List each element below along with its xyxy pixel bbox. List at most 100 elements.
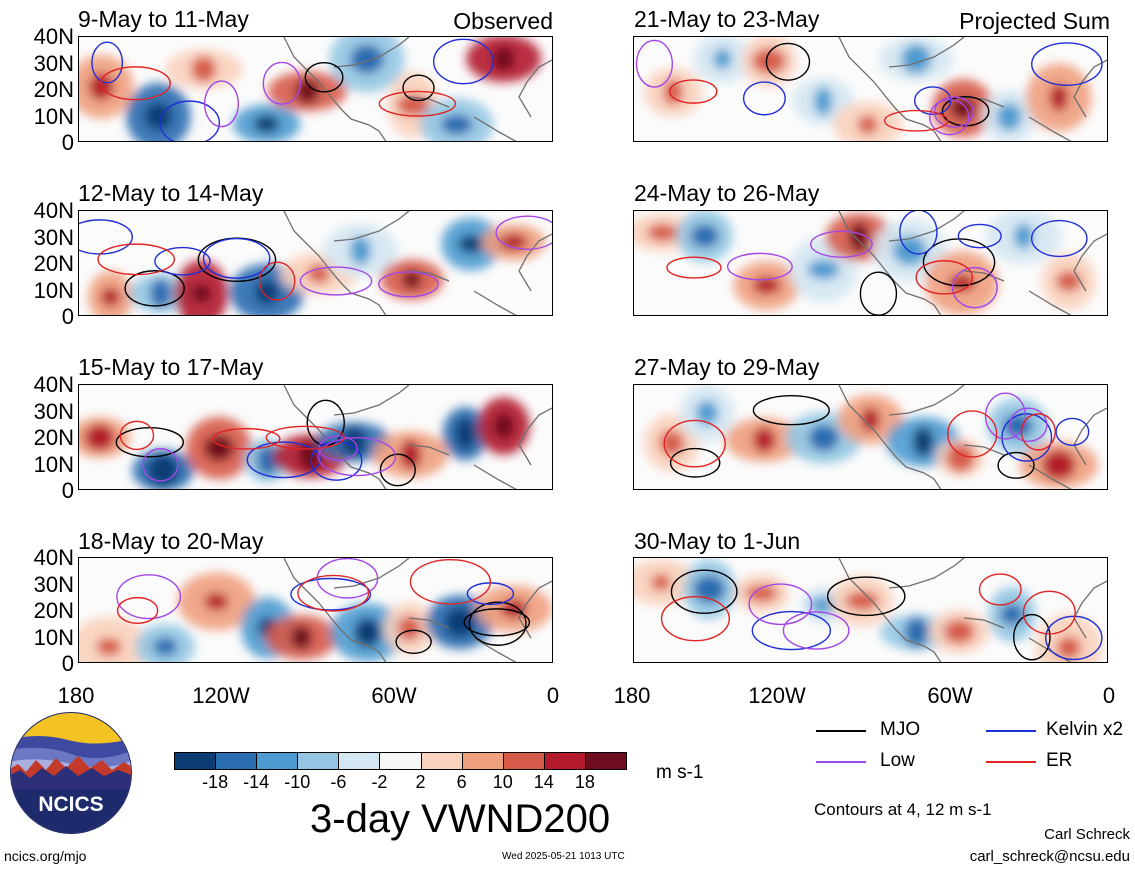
lon-label: 180: [613, 683, 651, 708]
colorbar-cell: [297, 752, 340, 770]
lat-label: 0: [61, 304, 74, 329]
contour: [402, 74, 435, 102]
map-projected-4: [633, 557, 1108, 663]
contour: [119, 420, 155, 451]
contour: [265, 425, 345, 450]
footer-email: carl_schreck@ncsu.edu: [969, 848, 1130, 865]
legend-swatch-low: [816, 761, 866, 763]
contour: [669, 79, 718, 104]
coastline: [283, 37, 552, 141]
map-projected-1: [633, 36, 1108, 142]
map-field: [635, 37, 1107, 141]
colorbar-label: 6: [456, 772, 467, 792]
panel-label-projected: Projected Sum: [959, 8, 1110, 34]
panel-title: 15-May to 17-May: [78, 354, 264, 380]
panel-title: 12-May to 14-May: [78, 180, 264, 206]
lat-label: 40N: [33, 545, 74, 570]
contour: [984, 392, 1027, 440]
contour: [290, 577, 372, 611]
contour: [79, 219, 133, 255]
colorbar-cell: [215, 752, 258, 770]
contour: [297, 574, 370, 612]
colorbar-label: 2: [415, 772, 426, 792]
coastline: [283, 558, 552, 662]
map-field: [634, 558, 1107, 662]
contour: [913, 86, 952, 116]
lat-label: 30N: [33, 50, 74, 76]
lon-label: 0: [546, 683, 560, 708]
contour: [246, 441, 321, 479]
contour: [947, 410, 998, 458]
contour: [1022, 590, 1076, 635]
colorbar-cell: [338, 752, 381, 770]
contour: [899, 211, 938, 255]
contour: [666, 256, 722, 279]
colorbar-cell: [502, 752, 545, 770]
lat-label: 20N: [33, 425, 74, 450]
legend-swatch-er: [986, 761, 1036, 763]
colorbar-cell: [379, 752, 422, 770]
contour: [142, 448, 179, 482]
contour: [810, 230, 873, 258]
map-field: [634, 211, 1107, 315]
lat-label: 30N: [33, 571, 74, 597]
contour: [468, 601, 527, 646]
contour: [91, 41, 124, 84]
map-observed-4: [78, 557, 553, 663]
main-title: 3-day VWND200: [310, 797, 611, 841]
legend-label-kelvin: Kelvin x2: [1046, 719, 1124, 740]
lat-label: 10N: [33, 103, 74, 129]
contour: [635, 39, 674, 88]
lon-label: 60W: [371, 683, 417, 708]
contour: [97, 243, 176, 276]
panel-label-observed: Observed: [453, 8, 553, 34]
map-observed-1: [78, 36, 553, 142]
contour: [378, 271, 439, 298]
lat-label: 30N: [33, 224, 74, 250]
contour: [748, 583, 813, 626]
lat-label: 10N: [33, 277, 74, 303]
contour: [262, 61, 302, 105]
map-field: [79, 385, 552, 489]
contour: [316, 558, 379, 599]
colorbar-units: m s-1: [656, 762, 704, 783]
contours-note: Contours at 4, 12 m s-1: [814, 800, 992, 819]
contour: [726, 252, 793, 281]
map-field: [79, 558, 552, 662]
lat-label: 10N: [33, 624, 74, 650]
contour: [304, 61, 344, 93]
contour: [1030, 219, 1088, 258]
lon-label: 0: [1102, 683, 1116, 708]
lat-label: 0: [61, 651, 74, 676]
footer-author: Carl Schreck: [1044, 826, 1130, 843]
lat-label: 40N: [33, 372, 74, 397]
contour: [752, 394, 830, 426]
colorbar-cell: [461, 752, 504, 770]
ncics-logo: NCICS: [8, 710, 134, 836]
contour: [115, 426, 184, 458]
contour: [432, 38, 494, 85]
contour: [379, 453, 416, 487]
footer-url: ncics.org/mjo: [4, 848, 87, 864]
map-observed-2: [78, 210, 553, 316]
contour: [1055, 417, 1090, 446]
contour: [378, 90, 457, 117]
contour: [742, 81, 786, 116]
legend-label-low: Low: [880, 750, 915, 771]
contour: [100, 66, 171, 101]
colorbar-label: -10: [284, 772, 311, 792]
contour: [663, 419, 726, 468]
contour: [463, 608, 531, 637]
lat-label: 20N: [33, 77, 74, 102]
legend-swatch-kelvin: [986, 730, 1036, 732]
contour: [258, 261, 296, 301]
footer-timestamp: Wed 2025-05-21 1013 UTC: [502, 851, 625, 862]
colorbar-cell: [543, 752, 586, 770]
contour: [310, 440, 363, 481]
contour: [826, 576, 906, 617]
lat-label: 30N: [33, 398, 74, 424]
lat-label: 0: [61, 130, 74, 155]
contour: [669, 447, 721, 478]
contour: [951, 266, 998, 309]
colorbar-label: -2: [371, 772, 388, 792]
